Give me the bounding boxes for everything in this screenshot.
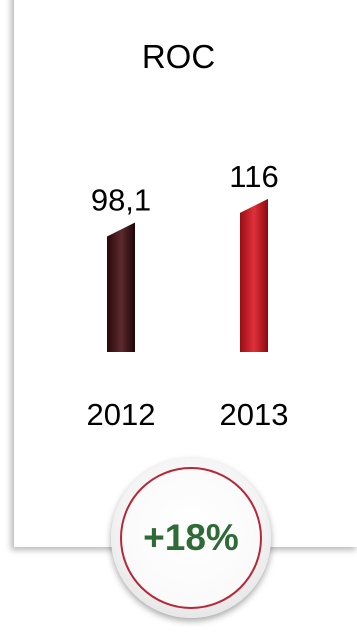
growth-percentage: +18% (143, 517, 239, 558)
growth-badge-inner: +18% (120, 467, 262, 609)
chart-card (14, 0, 357, 547)
growth-badge: +18% (111, 458, 271, 618)
bar-chart: 98,1 2012 116 2013 (87, 159, 289, 432)
value-label-2013: 116 (229, 159, 278, 194)
bar-2013 (240, 198, 268, 352)
bar-2012 (107, 222, 135, 352)
category-label-2013: 2013 (220, 397, 289, 432)
value-label-2012: 98,1 (91, 183, 151, 218)
category-label-2012: 2012 (87, 397, 156, 432)
chart-title: ROC (141, 38, 216, 75)
